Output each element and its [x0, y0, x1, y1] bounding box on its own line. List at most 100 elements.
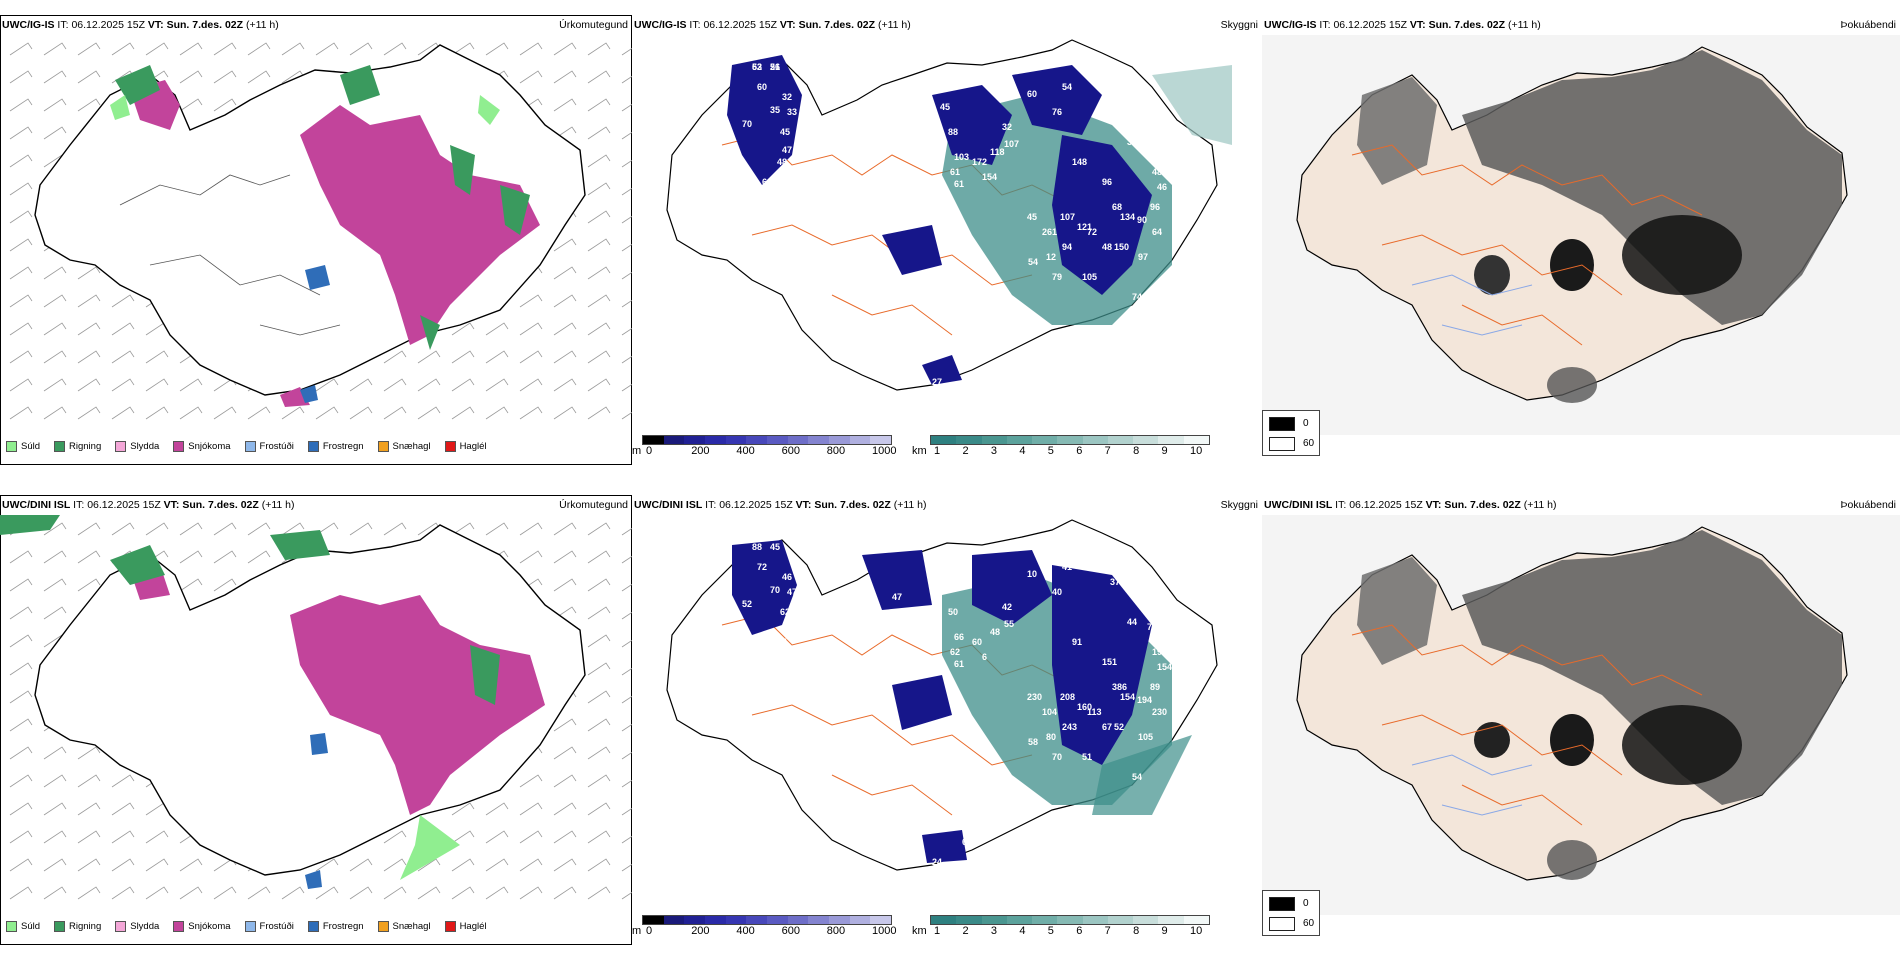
wind-barb: [417, 406, 441, 420]
visibility-value-label: 64: [777, 637, 787, 647]
legend-item: Haglél: [444, 440, 487, 452]
fog-shading: [1357, 50, 1842, 403]
wind-barb: [383, 522, 407, 536]
visibility-panel: UWC/DINI ISL IT: 06.12.2025 15Z VT: Sun.…: [632, 495, 1262, 960]
height-colorbar-swatches: [642, 915, 892, 925]
visibility-panel: UWC/IG-IS IT: 06.12.2025 15Z VT: Sun. 7.…: [632, 15, 1262, 480]
wind-barb: [43, 70, 67, 84]
visibility-value-label: 54: [1132, 772, 1142, 782]
legend-label: Rigning: [69, 440, 102, 452]
wind-barb: [281, 886, 305, 900]
field-name: Þokuábendi: [1840, 499, 1896, 511]
fog-key-min: 0: [1303, 418, 1309, 429]
wind-barb: [485, 42, 509, 56]
visibility-value-label: 208: [1060, 692, 1075, 702]
visibility-value-label: 261: [1042, 227, 1057, 237]
visibility-value-label: 64: [1152, 227, 1162, 237]
visibility-value-label: 45: [940, 102, 950, 112]
visibility-value-label: 62: [780, 607, 790, 617]
colorbar-tick-label: 0: [646, 445, 653, 457]
wind-barb: [9, 578, 33, 592]
wind-barb: [417, 378, 441, 392]
wind-barb: [9, 550, 33, 564]
wind-barb: [111, 322, 135, 336]
legend-swatch: [377, 440, 389, 452]
fog-panel: UWC/IG-IS IT: 06.12.2025 15Z VT: Sun. 7.…: [1262, 15, 1900, 480]
wind-barb: [179, 98, 203, 112]
wind-barb: [9, 210, 33, 224]
visibility-value-label: 79: [1052, 272, 1062, 282]
wind-barb: [77, 378, 101, 392]
colorbar-swatch: [1107, 436, 1134, 444]
visibility-value-label: 77: [932, 267, 942, 277]
wind-barb: [519, 550, 543, 564]
wind-barb: [451, 830, 475, 844]
wind-barb: [77, 746, 101, 760]
wind-barb: [587, 578, 611, 592]
wind-barb: [587, 718, 611, 732]
wind-barb: [349, 378, 373, 392]
visibility-value-label: 45: [1027, 212, 1037, 222]
vt-value: Sun. 7.des. 02Z: [798, 19, 876, 31]
wind-barb: [281, 406, 305, 420]
wind-barb: [213, 522, 237, 536]
visibility-value-label: 88: [752, 542, 762, 552]
visibility-value-label: 74: [1132, 292, 1142, 302]
visibility-value-label: 61: [954, 659, 964, 669]
wind-barb: [553, 350, 577, 364]
visibility-value-label: 113: [1087, 707, 1102, 717]
colorbar-tick-label: 9: [1161, 925, 1168, 937]
wind-barb: [621, 611, 632, 620]
wind-barb: [9, 746, 33, 760]
wind-barb: [621, 327, 632, 336]
wind-barb: [213, 406, 237, 420]
wind-barb: [621, 779, 632, 788]
legend-item: Snjókoma: [173, 440, 231, 452]
legend-swatch: [244, 920, 256, 932]
legend-item: Frostregn: [307, 920, 364, 932]
colorbar-tick-label: 400: [736, 445, 755, 457]
wind-barb: [77, 830, 101, 844]
panel-header: UWC/DINI ISL IT: 06.12.2025 15Z VT: Sun.…: [1264, 497, 1896, 513]
wind-barb: [43, 858, 67, 872]
legend-label: Frostúði: [259, 920, 294, 932]
visibility-value-label: 26: [770, 62, 780, 72]
visibility-value-label: 27: [952, 867, 962, 877]
model-name: UWC/IG-IS: [634, 19, 687, 31]
height-colorbar: m 0 200 400 600 800 1000: [632, 915, 902, 945]
vt-label: VT:: [779, 19, 796, 31]
wind-barb: [43, 886, 67, 900]
wind-barb: [43, 550, 67, 564]
height-colorbar-labels: m 0 200 400 600 800 1000: [632, 445, 902, 461]
visibility-value-label: 61: [954, 179, 964, 189]
visibility-value-label: 61: [950, 167, 960, 177]
colorbar-tick-label: 400: [736, 925, 755, 937]
wind-barb: [315, 42, 339, 56]
fog-key-max: 60: [1303, 918, 1315, 929]
wind-barb: [77, 322, 101, 336]
visibility-value-label: 150: [1114, 242, 1129, 252]
wind-barb: [553, 238, 577, 252]
colorbar-swatch: [981, 436, 1007, 444]
wind-barb: [77, 294, 101, 308]
colorbar-swatch: [787, 436, 809, 444]
visibility-value-label: 50: [962, 357, 972, 367]
visibility-value-label: 6: [982, 652, 987, 662]
colorbar-swatch: [746, 916, 768, 924]
wind-barb: [43, 830, 67, 844]
visibility-value-label: 154: [1157, 662, 1172, 672]
wind-barb: [179, 378, 203, 392]
wind-barb: [553, 774, 577, 788]
colorbar-tick-label: 1000: [872, 445, 897, 457]
visibility-value-label: 48: [1152, 167, 1162, 177]
visibility-value-label: 47: [787, 587, 797, 597]
visibility-colorbar-labels: km 1 2 3 4 5 6 7 8 9 10: [912, 445, 1222, 461]
wind-barb: [213, 42, 237, 56]
visibility-value-label: 33: [787, 107, 797, 117]
lead-time: (+11 h): [1523, 499, 1557, 511]
wind-barb: [77, 42, 101, 56]
wind-barb: [451, 322, 475, 336]
colorbar-swatch: [746, 436, 768, 444]
visibility-value-label: 40: [1110, 97, 1120, 107]
